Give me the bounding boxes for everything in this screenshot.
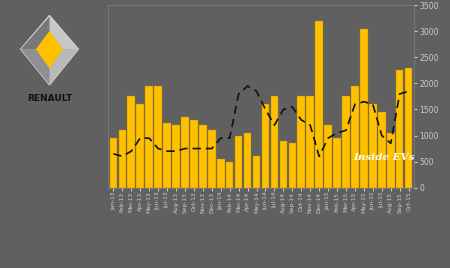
Polygon shape — [36, 31, 63, 69]
Bar — [396, 70, 404, 188]
Bar — [181, 117, 189, 188]
Bar — [369, 104, 377, 188]
Bar — [172, 125, 180, 188]
Bar — [342, 96, 350, 188]
Bar — [154, 86, 162, 188]
Bar — [306, 96, 314, 188]
Bar — [199, 125, 207, 188]
Bar — [208, 130, 216, 188]
Bar — [163, 122, 171, 188]
Bar — [297, 96, 305, 188]
Bar — [253, 156, 261, 188]
Polygon shape — [50, 16, 78, 49]
Bar — [405, 68, 413, 188]
Bar — [261, 104, 269, 188]
Bar — [315, 21, 323, 188]
Bar — [387, 133, 395, 188]
Bar — [136, 104, 144, 188]
Bar — [118, 130, 126, 188]
Bar — [279, 141, 287, 188]
Polygon shape — [50, 49, 78, 85]
Bar — [351, 86, 359, 188]
Bar — [127, 96, 135, 188]
Bar — [190, 120, 198, 188]
Text: RENAULT: RENAULT — [27, 94, 72, 103]
Bar — [270, 96, 278, 188]
Bar — [360, 29, 368, 188]
Bar — [288, 143, 296, 188]
Bar — [145, 86, 153, 188]
Bar — [324, 125, 332, 188]
Bar — [226, 162, 234, 188]
Bar — [333, 138, 341, 188]
Polygon shape — [21, 49, 50, 85]
Bar — [235, 136, 243, 188]
Polygon shape — [21, 16, 50, 49]
Bar — [378, 112, 386, 188]
Bar — [217, 159, 225, 188]
Bar — [244, 133, 252, 188]
Polygon shape — [21, 16, 78, 85]
Text: Inside EVs: Inside EVs — [353, 153, 414, 162]
Bar — [109, 138, 117, 188]
